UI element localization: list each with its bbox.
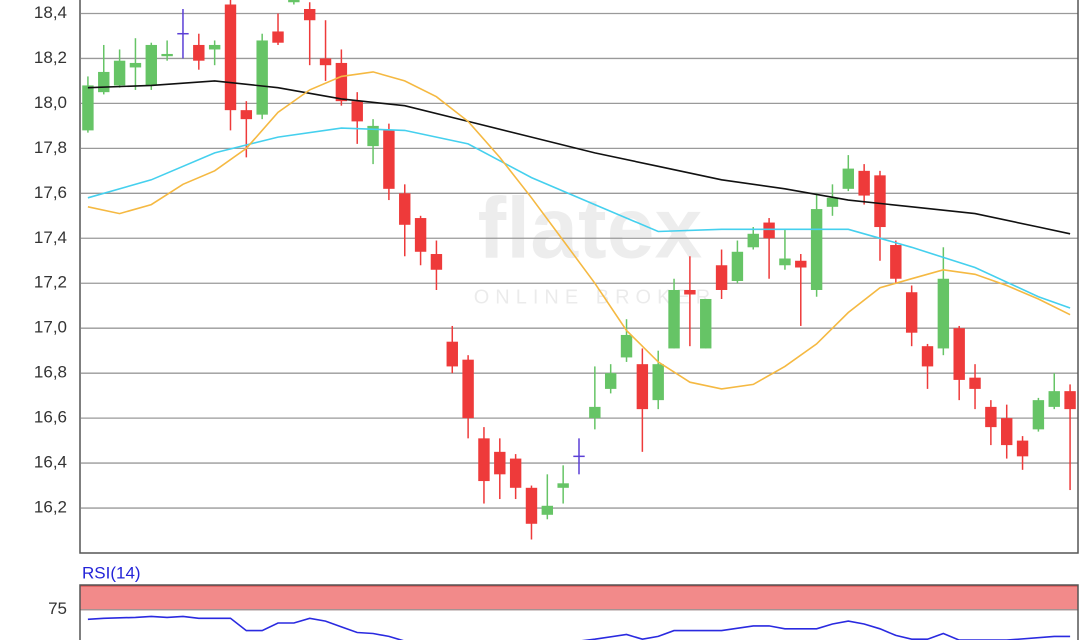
y-tick-label: 16,2 (34, 498, 67, 517)
candle-body (731, 251, 744, 281)
candle-body (700, 298, 712, 349)
candle-body (303, 8, 316, 21)
candle-body (319, 58, 332, 66)
candle-body (430, 254, 443, 270)
candle-body (985, 406, 997, 428)
candle-body (1001, 418, 1013, 446)
candle-body (905, 292, 918, 333)
candle-body (636, 364, 649, 410)
candle-body (462, 359, 474, 419)
plot-frame (79, 0, 1079, 554)
candle-body (367, 125, 379, 147)
candle-body (1032, 400, 1045, 430)
candle-body (1048, 391, 1060, 407)
line-series (87, 80, 1071, 235)
candle-body (478, 438, 490, 482)
candle-body (129, 62, 142, 68)
candle-body (335, 62, 348, 102)
candle-body (826, 197, 839, 207)
candle-body (161, 53, 173, 57)
line-series (87, 127, 1071, 309)
candle-body (509, 458, 522, 488)
y-tick-label: 16,6 (34, 408, 67, 427)
candle-body (795, 260, 807, 268)
candle-body (193, 44, 205, 61)
candle-body (715, 265, 728, 290)
candle-body (113, 60, 126, 86)
y-tick-label: 16,8 (34, 363, 67, 382)
candle-body (1016, 440, 1029, 457)
line-series (87, 615, 1071, 640)
candle-body (937, 278, 950, 349)
candle-body (842, 168, 855, 189)
candle-body (604, 373, 617, 389)
y-tick-label: 75 (48, 599, 67, 618)
candle-body (399, 193, 411, 225)
candle-body (256, 40, 268, 115)
candle-body (810, 209, 823, 290)
candle-body (525, 487, 538, 524)
candle-body (446, 341, 458, 367)
candle-body (652, 364, 664, 401)
watermark: flatex (478, 181, 703, 277)
candle-body (288, 0, 300, 3)
plot-frame (79, 584, 1079, 640)
y-tick-label: 17,2 (34, 273, 67, 292)
overbought-band (79, 585, 1079, 611)
candle-body (779, 258, 791, 266)
candle-body (890, 245, 902, 279)
candle-body (589, 406, 601, 419)
candle-body (98, 71, 110, 93)
candle-body (858, 170, 870, 196)
y-tick-label: 18,4 (34, 3, 67, 22)
plot-area (81, 0, 1078, 540)
candle-body (383, 130, 395, 189)
watermark-subtitle: ONLINE BROKER (474, 286, 716, 308)
y-tick-label: 18,2 (34, 48, 67, 67)
candle-body (82, 85, 94, 131)
candle-body (272, 31, 284, 43)
plot-area (81, 609, 1078, 640)
candle-body (969, 377, 981, 389)
candle-body (240, 110, 253, 120)
candle-body (1064, 391, 1076, 410)
candle-body (668, 289, 680, 349)
y-tick-label: 17,6 (34, 183, 67, 202)
candle-body (620, 334, 633, 358)
y-tick-label: 17,0 (34, 318, 67, 337)
rsi-title: RSI(14) (82, 563, 141, 582)
candle-body (747, 233, 759, 248)
y-tick-label: 17,4 (34, 228, 67, 247)
candle-body (763, 222, 775, 239)
candle-body (953, 328, 965, 380)
candle-body (494, 451, 506, 475)
candle-body (557, 483, 569, 488)
candle-body (224, 4, 237, 111)
candle-body (351, 101, 363, 122)
candle-body (414, 218, 427, 252)
y-tick-label: 17,8 (34, 138, 67, 157)
candle-body (874, 175, 886, 228)
candle-body (541, 505, 554, 515)
y-tick-label: 16,4 (34, 453, 67, 472)
y-tick-label: 18,0 (34, 93, 67, 112)
candle-body (684, 289, 696, 295)
candle-body (208, 44, 221, 50)
candle-body (921, 346, 934, 367)
line-series (87, 71, 1071, 390)
candle-body (145, 44, 157, 86)
